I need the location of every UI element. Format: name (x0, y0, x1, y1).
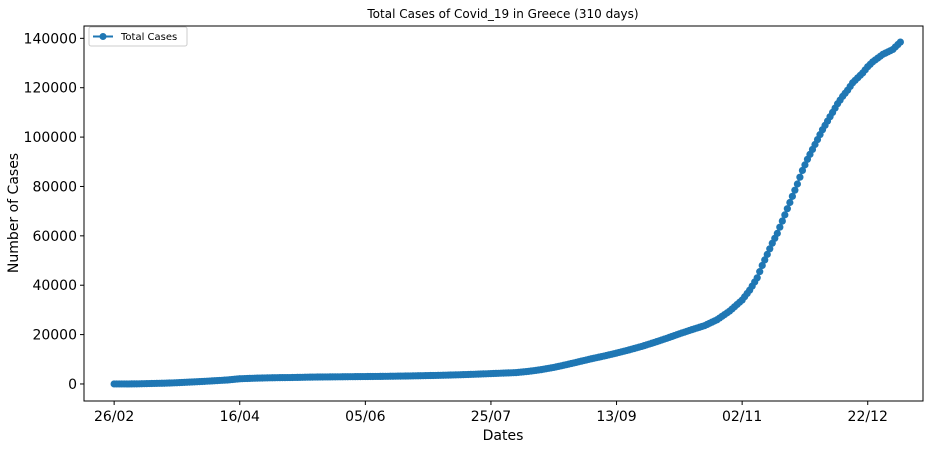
data-point (766, 245, 774, 253)
y-tick-label: 40000 (32, 278, 77, 294)
legend-marker-swatch (99, 33, 107, 40)
y-tick-label: 100000 (24, 130, 77, 146)
y-axis-label: Number of Cases (6, 153, 22, 273)
x-tick-label: 25/07 (471, 409, 511, 425)
data-point (798, 166, 807, 175)
data-point (791, 186, 799, 194)
x-tick-label: 05/06 (345, 409, 385, 425)
data-point (796, 173, 804, 181)
data-point (781, 211, 789, 219)
y-tick-label: 80000 (32, 179, 77, 195)
data-point (758, 261, 766, 270)
data-point (761, 256, 769, 264)
x-tick-label: 26/02 (94, 409, 134, 425)
y-tick-label: 20000 (32, 328, 77, 344)
x-tick-label: 16/04 (220, 409, 260, 425)
data-point (793, 180, 802, 188)
x-tick-label: 22/12 (848, 409, 888, 425)
x-axis-label: Dates (483, 428, 524, 444)
data-point (756, 268, 764, 276)
plot-area (83, 25, 924, 402)
legend-box (88, 26, 188, 47)
data-point (778, 217, 786, 225)
chart-title: Total Cases of Covid_19 in Greece (310 d… (366, 7, 638, 21)
x-axis: 26/02 16/04 05/06 25/07 13/09 02/11 22/12 (94, 401, 888, 425)
data-point (788, 192, 796, 200)
data-point (896, 38, 904, 46)
x-tick-label: 13/09 (596, 409, 636, 425)
y-tick-label: 140000 (24, 31, 77, 47)
data-point (783, 205, 791, 213)
series-total-cases (110, 38, 904, 388)
y-tick-label: 0 (68, 377, 77, 393)
data-point (753, 274, 761, 282)
legend: Total Cases (88, 26, 188, 47)
x-tick-label: 02/11 (722, 409, 762, 425)
data-point (763, 250, 771, 258)
data-point (773, 229, 781, 237)
y-tick-label: 120000 (24, 81, 77, 97)
data-point (776, 223, 784, 231)
legend-entry-total-cases: Total Cases (120, 32, 177, 43)
y-tick-label: 60000 (32, 229, 77, 245)
y-axis: 0 20000 40000 60000 80000 100000 120000 140000 (24, 31, 84, 393)
data-point (786, 198, 794, 207)
data-point (801, 161, 809, 169)
